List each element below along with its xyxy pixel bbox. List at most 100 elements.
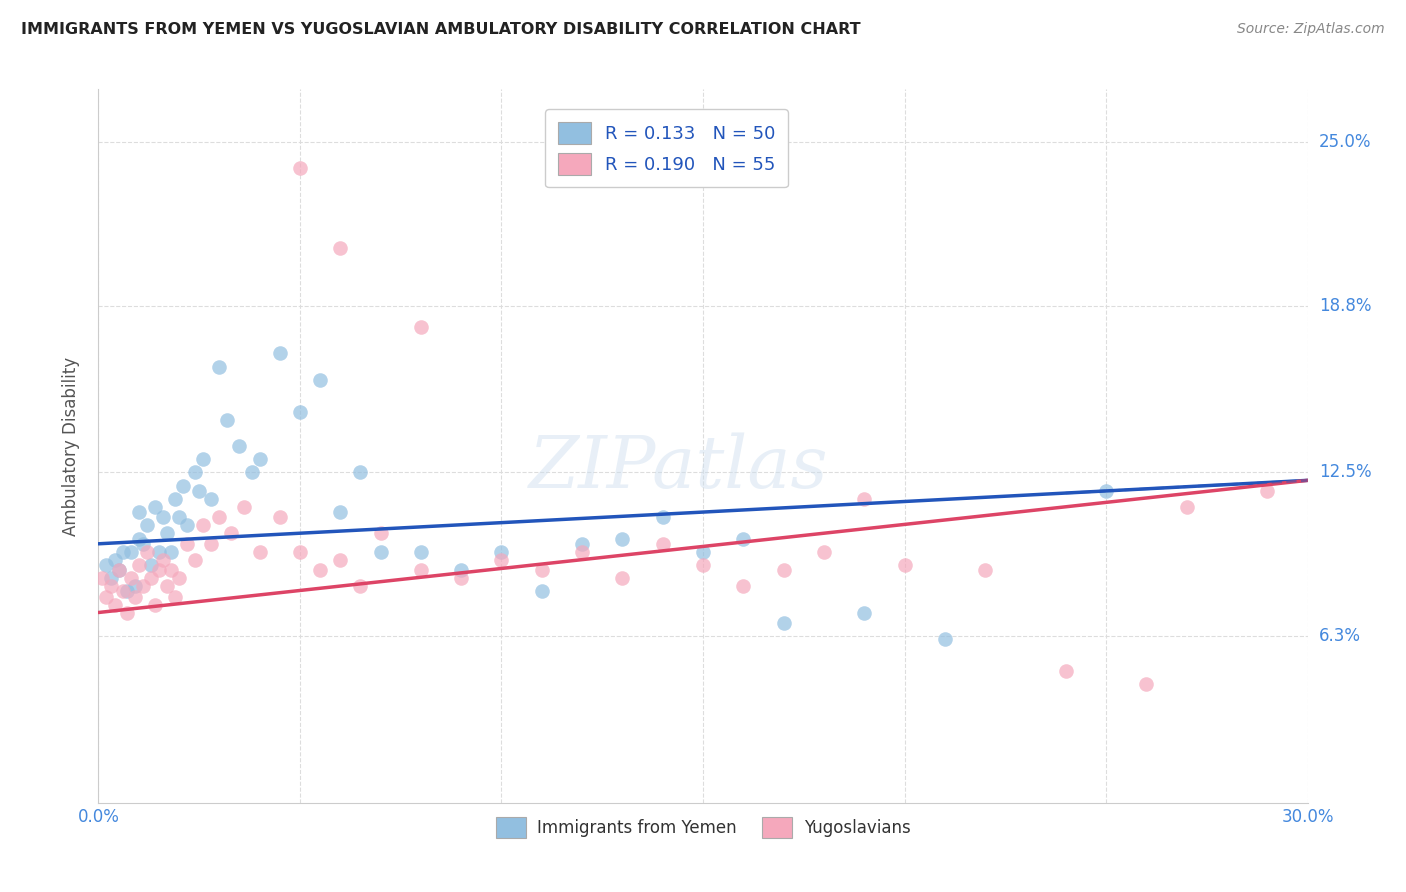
Point (132, 579, 155, 593)
Point (156, 526, 179, 541)
Point (934, 632, 956, 646)
Point (733, 532, 755, 546)
Point (96, 558, 118, 572)
Point (329, 552, 352, 566)
Point (96, 590, 118, 604)
Point (232, 500, 254, 514)
Point (135, 518, 157, 533)
Point (188, 483, 211, 498)
Point (200, 537, 222, 551)
Point (228, 439, 250, 453)
Point (208, 510, 231, 524)
Point (152, 510, 174, 524)
Point (288, 545, 311, 559)
Point (1054, 664, 1077, 678)
Point (148, 563, 170, 577)
Point (163, 491, 186, 506)
Point (221, 526, 243, 541)
Point (370, 526, 392, 541)
Point (530, 563, 553, 577)
Point (217, 412, 239, 426)
Point (309, 373, 332, 387)
Point (128, 505, 150, 519)
Point (143, 598, 166, 612)
Point (176, 518, 198, 533)
Point (893, 558, 915, 572)
Point (409, 545, 432, 559)
Text: IMMIGRANTS FROM YEMEN VS YUGOSLAVIAN AMBULATORY DISABILITY CORRELATION CHART: IMMIGRANTS FROM YEMEN VS YUGOSLAVIAN AMB… (21, 22, 860, 37)
Point (1135, 677, 1157, 691)
Point (450, 571, 472, 585)
Point (111, 545, 134, 559)
Point (409, 320, 432, 334)
Point (571, 537, 593, 551)
Point (974, 563, 997, 577)
Point (139, 558, 162, 572)
Point (91, 571, 114, 585)
Point (103, 552, 125, 566)
Text: ZIPatlas: ZIPatlas (529, 432, 828, 503)
Point (148, 545, 170, 559)
Point (120, 571, 142, 585)
Point (1256, 483, 1278, 498)
Text: 6.3%: 6.3% (1319, 627, 1361, 645)
Point (349, 466, 371, 480)
Point (1095, 483, 1118, 498)
Point (160, 545, 183, 559)
Point (491, 552, 513, 566)
Point (115, 606, 138, 620)
Point (124, 579, 146, 593)
Point (692, 545, 714, 559)
Point (139, 571, 162, 585)
Point (143, 500, 166, 514)
Point (269, 510, 291, 524)
Point (530, 584, 553, 599)
Point (167, 510, 190, 524)
Point (200, 491, 222, 506)
Point (692, 558, 714, 572)
Point (163, 590, 186, 604)
Point (160, 563, 183, 577)
Point (772, 616, 794, 631)
Point (349, 579, 371, 593)
Point (651, 510, 673, 524)
Point (612, 532, 634, 546)
Point (184, 552, 207, 566)
Point (853, 491, 876, 506)
Point (329, 241, 352, 255)
Point (128, 558, 150, 572)
Point (309, 563, 332, 577)
Point (269, 346, 291, 360)
Point (288, 404, 311, 418)
Point (240, 466, 263, 480)
Point (132, 537, 155, 551)
Point (772, 563, 794, 577)
Point (120, 545, 142, 559)
Point (208, 359, 231, 374)
Point (172, 478, 194, 492)
Point (733, 579, 755, 593)
Point (156, 579, 179, 593)
Point (107, 563, 129, 577)
Point (103, 598, 125, 612)
Point (167, 571, 190, 585)
Point (853, 606, 876, 620)
Y-axis label: Ambulatory Disability: Ambulatory Disability (62, 357, 80, 535)
Point (329, 505, 352, 519)
Point (152, 552, 174, 566)
Point (651, 537, 673, 551)
Point (1175, 500, 1198, 514)
Point (100, 579, 122, 593)
Text: 18.8%: 18.8% (1319, 297, 1371, 315)
Point (111, 584, 134, 599)
Point (100, 571, 122, 585)
Point (249, 452, 271, 467)
Point (450, 563, 472, 577)
Point (491, 545, 513, 559)
Point (193, 452, 215, 467)
Point (107, 563, 129, 577)
Point (128, 532, 150, 546)
Point (249, 545, 271, 559)
Text: 12.5%: 12.5% (1319, 464, 1371, 482)
Point (193, 518, 215, 533)
